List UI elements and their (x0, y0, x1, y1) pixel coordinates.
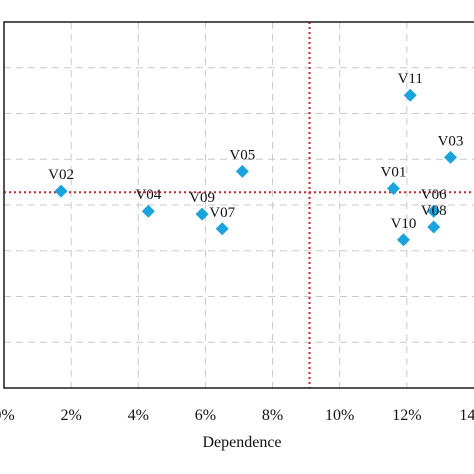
point-label-v06: V06 (421, 187, 447, 203)
point-label-v08: V08 (421, 203, 447, 219)
plot-frame (3, 21, 474, 389)
data-point-v06 (427, 204, 441, 218)
data-point-v10 (397, 233, 410, 247)
data-point-v11 (403, 88, 417, 102)
data-point-v03 (444, 150, 457, 164)
point-labels: V01 V02 V03 V04 V05 V06 V07 V08 V09 V10 V11 (48, 71, 463, 232)
x-tick-label: 10% (325, 407, 354, 424)
data-point-v07 (215, 222, 229, 236)
x-tick-label: 0% (0, 407, 15, 424)
point-label-v09: V09 (189, 190, 215, 206)
x-tick-label: 2% (60, 407, 81, 424)
data-point-v09 (195, 207, 209, 221)
x-axis-title: Dependence (202, 434, 281, 451)
point-label-v03: V03 (438, 133, 464, 149)
point-label-v07: V07 (209, 205, 235, 221)
x-tick-label: 8% (262, 407, 283, 424)
x-tick-label: 12% (392, 407, 421, 424)
x-tick-label: 4% (128, 407, 149, 424)
data-point-v08 (427, 220, 441, 234)
data-point-v02 (54, 184, 68, 198)
point-label-v05: V05 (229, 147, 255, 163)
point-label-v10: V10 (391, 216, 417, 232)
x-tick-labels: 0% 2% 4% 6% 8% 10% 12% 14% (0, 407, 474, 424)
point-label-v01: V01 (381, 165, 407, 181)
data-points (54, 88, 457, 247)
x-tick-label: 6% (195, 407, 216, 424)
data-point-v01 (386, 182, 400, 196)
data-point-v05 (235, 164, 249, 178)
data-point-v04 (141, 204, 155, 218)
point-label-v11: V11 (398, 71, 423, 87)
point-label-v02: V02 (48, 167, 74, 183)
grid-lines (4, 22, 474, 388)
point-label-v04: V04 (135, 187, 161, 203)
x-tick-label: 14% (459, 407, 474, 424)
